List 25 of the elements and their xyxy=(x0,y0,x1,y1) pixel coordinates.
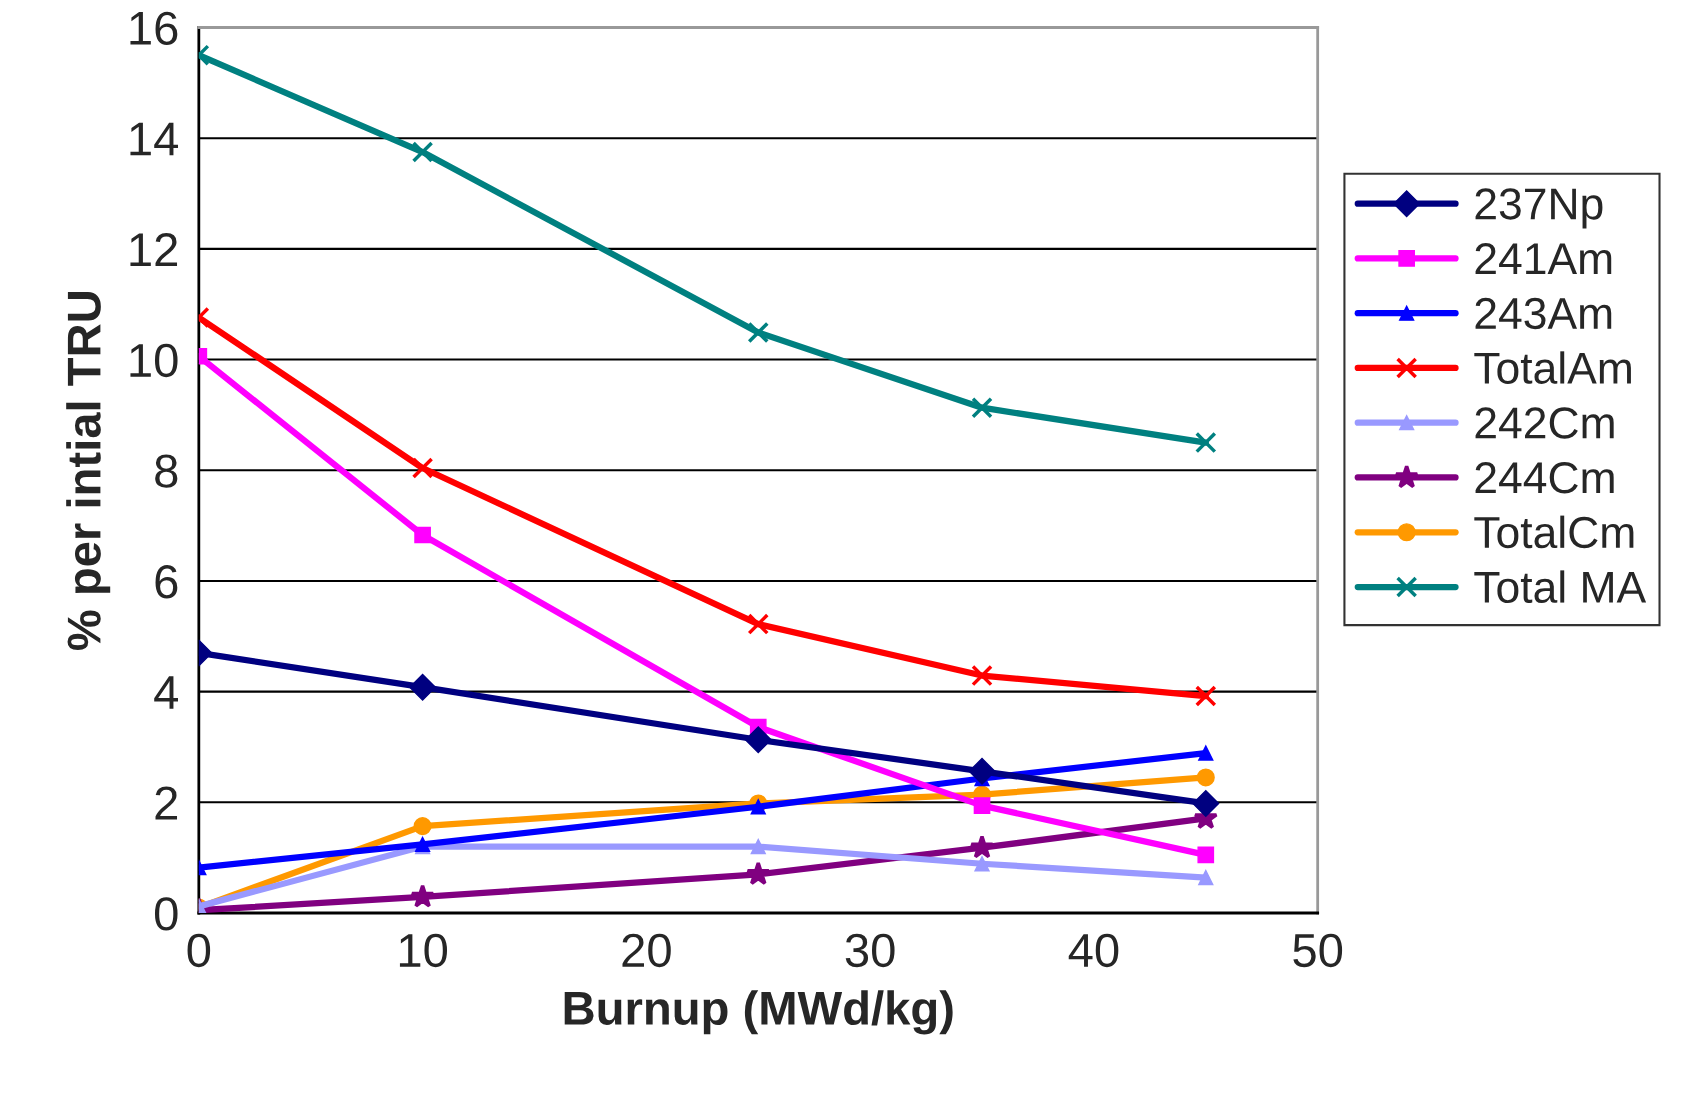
x-tick-label: 0 xyxy=(187,933,211,968)
x-tick-label: 40 xyxy=(1068,933,1119,968)
x-tick-label: 10 xyxy=(399,933,448,968)
y-tick-label: 10 xyxy=(130,343,178,378)
y-tick-label: 8 xyxy=(155,454,178,488)
x-tick-label: 30 xyxy=(845,933,895,968)
x-axis-title: Burnup (MWd/kg) xyxy=(564,990,953,1035)
legend-label: 237Np xyxy=(1475,188,1603,229)
y-tick-label: 4 xyxy=(154,676,179,709)
legend-label: TotalCm xyxy=(1474,515,1634,549)
y-tick-label: 12 xyxy=(130,233,178,266)
legend-label: 243Am xyxy=(1475,297,1612,330)
y-tick-label: 14 xyxy=(130,122,179,156)
x-tick-label: 50 xyxy=(1293,933,1343,968)
y-tick-label: 6 xyxy=(155,565,178,599)
legend-label: TotalAm xyxy=(1474,351,1631,384)
legend-label: 244Cm xyxy=(1475,462,1614,494)
legend-label: 242Cm xyxy=(1475,407,1614,439)
y-tick-label: 0 xyxy=(154,897,178,931)
y-tick-label: 16 xyxy=(130,11,178,46)
x-tick-label: 20 xyxy=(622,933,671,968)
legend-label: Total MA xyxy=(1474,570,1647,604)
legend-label: 241Am xyxy=(1475,242,1612,274)
y-axis-title: % per intial TRU xyxy=(66,292,111,651)
y-tick-label: 2 xyxy=(155,786,178,820)
